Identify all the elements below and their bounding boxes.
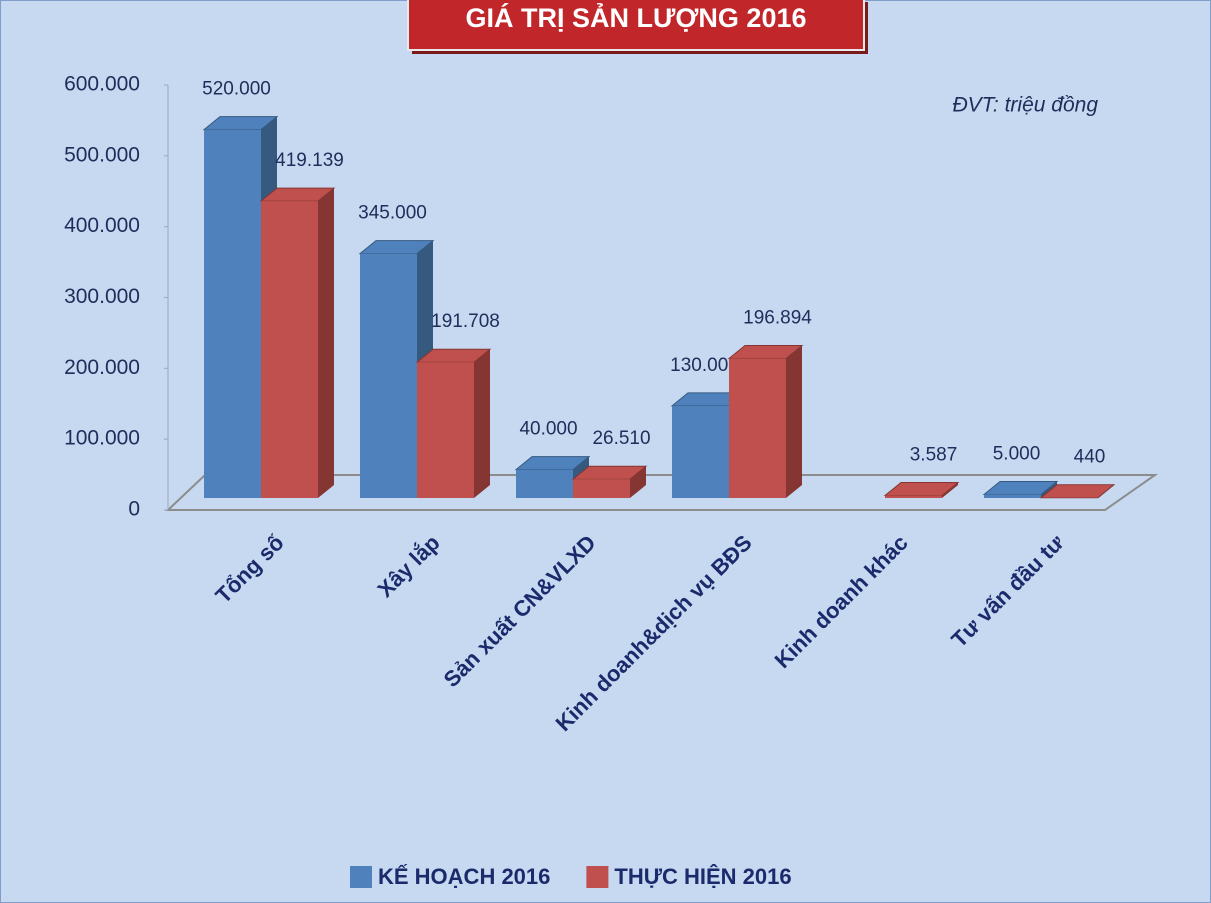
value-label: 345.000 bbox=[358, 203, 427, 224]
bar bbox=[573, 479, 630, 498]
value-label: 40.000 bbox=[519, 419, 577, 440]
value-label: 520.000 bbox=[202, 79, 271, 100]
y-tick-label: 0 bbox=[128, 498, 140, 521]
y-tick-label: 400.000 bbox=[64, 214, 140, 237]
bar bbox=[261, 201, 318, 499]
y-tick-label: 500.000 bbox=[64, 143, 140, 166]
value-label: 26.510 bbox=[592, 428, 650, 449]
bar-side bbox=[474, 349, 490, 498]
value-label: 419.139 bbox=[275, 150, 344, 171]
bar-side bbox=[786, 345, 802, 498]
y-tick-label: 100.000 bbox=[64, 427, 140, 450]
y-tick-label: 600.000 bbox=[64, 73, 140, 96]
value-label: 440 bbox=[1074, 447, 1106, 468]
value-label: 5.000 bbox=[993, 443, 1041, 464]
value-label: 3.587 bbox=[910, 444, 958, 465]
bar bbox=[417, 362, 474, 498]
bar bbox=[672, 405, 729, 498]
bar bbox=[360, 253, 417, 498]
bar bbox=[984, 494, 1041, 498]
y-tick-label: 300.000 bbox=[64, 285, 140, 308]
bar-side bbox=[318, 188, 334, 499]
bar bbox=[885, 495, 942, 498]
unit-note: ĐVT: triệu đồng bbox=[952, 94, 1098, 117]
value-label: 196.894 bbox=[743, 308, 812, 329]
legend-label: THỰC HIỆN 2016 bbox=[614, 864, 791, 889]
bar bbox=[729, 358, 786, 498]
y-tick-label: 200.000 bbox=[64, 356, 140, 379]
legend-swatch bbox=[586, 866, 609, 888]
bar-side bbox=[630, 466, 646, 498]
title-banner bbox=[407, 0, 865, 51]
legend-swatch bbox=[350, 866, 372, 888]
bar bbox=[516, 469, 573, 498]
value-label: 130.000 bbox=[670, 355, 739, 376]
legend-label: KẾ HOẠCH 2016 bbox=[378, 864, 550, 889]
chart-title: GIÁ TRỊ SẢN LƯỢNG 2016 bbox=[466, 1, 807, 33]
value-label: 191.708 bbox=[431, 311, 500, 332]
bar bbox=[204, 129, 261, 498]
